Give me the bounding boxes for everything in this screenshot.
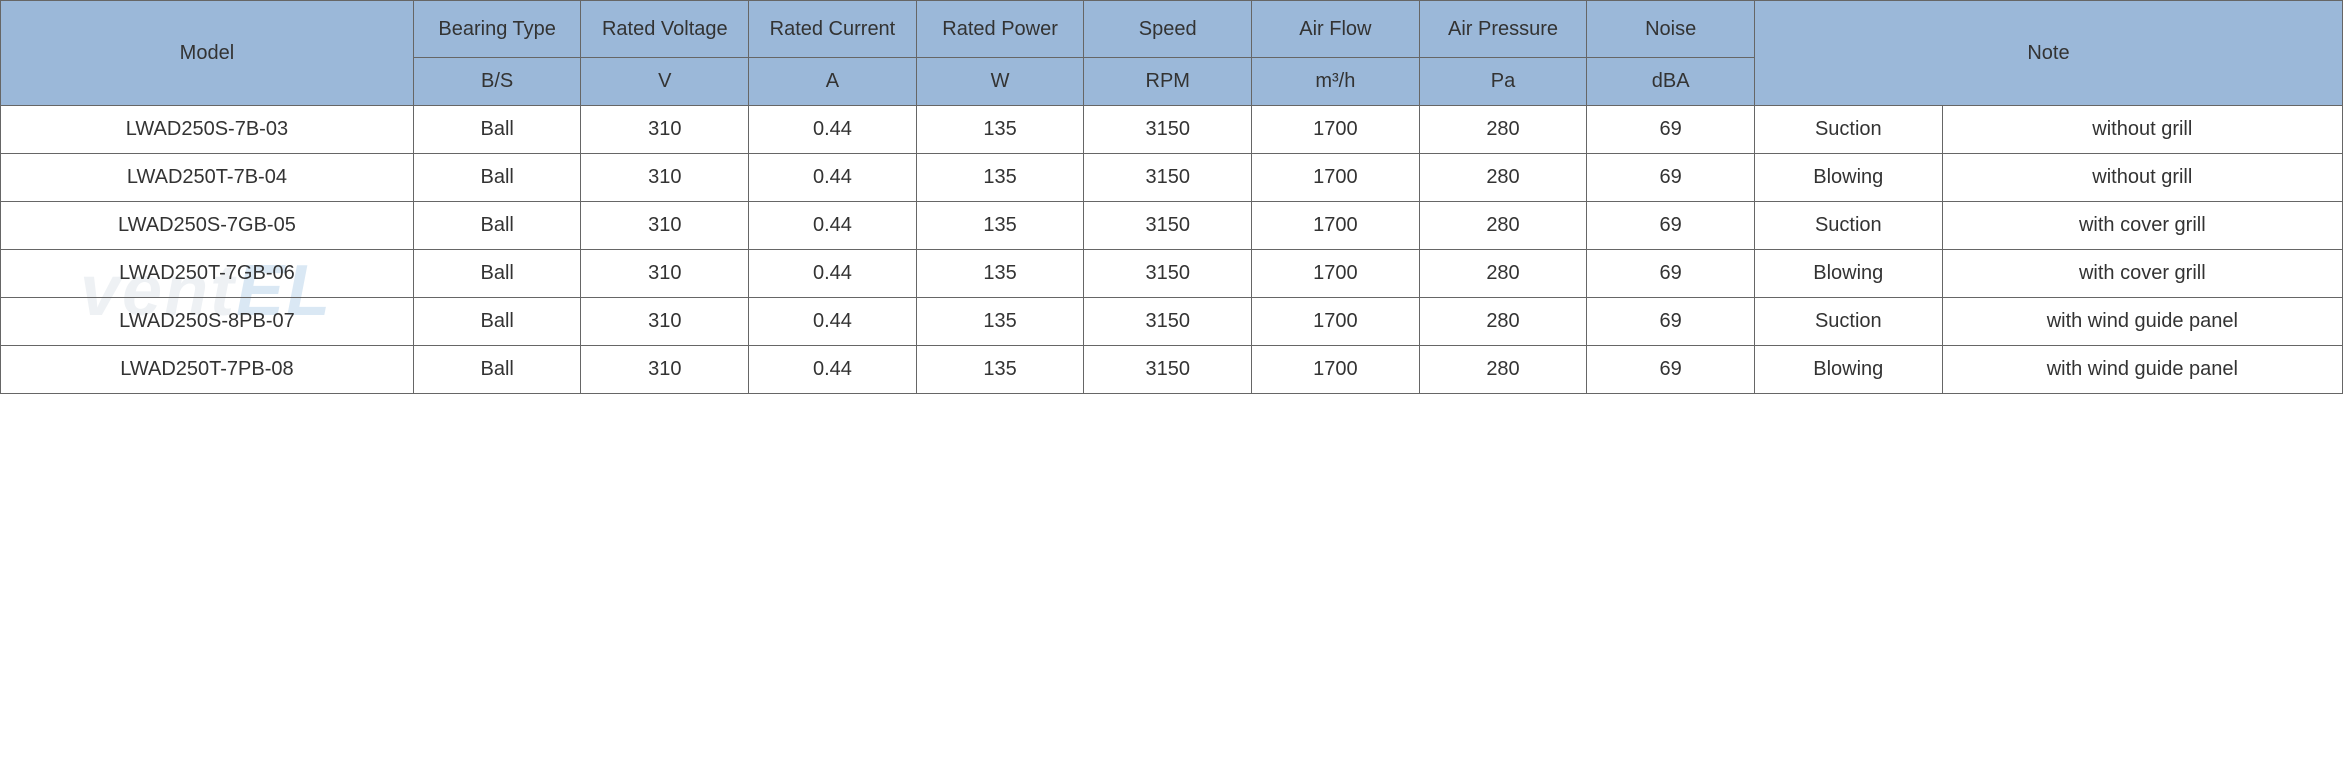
cell-pressure: 280 [1419, 154, 1587, 202]
cell-noise: 69 [1587, 346, 1755, 394]
header-noise: Noise [1587, 1, 1755, 58]
table-row: LWAD250S-7B-03 Ball 310 0.44 135 3150 17… [1, 106, 2343, 154]
cell-power: 135 [916, 298, 1084, 346]
cell-noise: 69 [1587, 250, 1755, 298]
cell-note2: with cover grill [1942, 250, 2342, 298]
unit-speed: RPM [1084, 58, 1252, 106]
spec-table: Model Bearing Type Rated Voltage Rated C… [0, 0, 2343, 394]
cell-bearing: Ball [413, 202, 581, 250]
cell-speed: 3150 [1084, 298, 1252, 346]
cell-power: 135 [916, 202, 1084, 250]
cell-voltage: 310 [581, 202, 749, 250]
cell-speed: 3150 [1084, 154, 1252, 202]
table-body: LWAD250S-7B-03 Ball 310 0.44 135 3150 17… [1, 106, 2343, 394]
cell-note1: Blowing [1754, 154, 1942, 202]
unit-airflow: m³/h [1252, 58, 1420, 106]
table-row: LWAD250T-7GB-06 Ball 310 0.44 135 3150 1… [1, 250, 2343, 298]
cell-power: 135 [916, 346, 1084, 394]
cell-model: LWAD250S-7GB-05 [1, 202, 414, 250]
cell-model: LWAD250T-7PB-08 [1, 346, 414, 394]
cell-noise: 69 [1587, 106, 1755, 154]
table-row: LWAD250T-7PB-08 Ball 310 0.44 135 3150 1… [1, 346, 2343, 394]
cell-current: 0.44 [749, 106, 917, 154]
cell-bearing: Ball [413, 154, 581, 202]
cell-power: 135 [916, 250, 1084, 298]
cell-speed: 3150 [1084, 106, 1252, 154]
cell-note2: without grill [1942, 106, 2342, 154]
cell-noise: 69 [1587, 154, 1755, 202]
cell-pressure: 280 [1419, 202, 1587, 250]
header-speed: Speed [1084, 1, 1252, 58]
cell-bearing: Ball [413, 106, 581, 154]
cell-voltage: 310 [581, 250, 749, 298]
cell-power: 135 [916, 154, 1084, 202]
cell-current: 0.44 [749, 154, 917, 202]
unit-noise: dBA [1587, 58, 1755, 106]
cell-model: LWAD250S-8PB-07 [1, 298, 414, 346]
cell-airflow: 1700 [1252, 106, 1420, 154]
cell-current: 0.44 [749, 250, 917, 298]
cell-pressure: 280 [1419, 106, 1587, 154]
unit-power: W [916, 58, 1084, 106]
cell-power: 135 [916, 106, 1084, 154]
table-row: LWAD250S-8PB-07 Ball 310 0.44 135 3150 1… [1, 298, 2343, 346]
cell-noise: 69 [1587, 298, 1755, 346]
cell-voltage: 310 [581, 154, 749, 202]
cell-bearing: Ball [413, 346, 581, 394]
cell-voltage: 310 [581, 106, 749, 154]
header-note: Note [1754, 1, 2342, 106]
cell-airflow: 1700 [1252, 346, 1420, 394]
cell-noise: 69 [1587, 202, 1755, 250]
cell-current: 0.44 [749, 346, 917, 394]
cell-note1: Blowing [1754, 250, 1942, 298]
cell-model: LWAD250T-7B-04 [1, 154, 414, 202]
cell-note2: without grill [1942, 154, 2342, 202]
cell-airflow: 1700 [1252, 298, 1420, 346]
cell-current: 0.44 [749, 298, 917, 346]
header-power: Rated Power [916, 1, 1084, 58]
table-row: LWAD250T-7B-04 Ball 310 0.44 135 3150 17… [1, 154, 2343, 202]
cell-speed: 3150 [1084, 202, 1252, 250]
cell-note1: Suction [1754, 202, 1942, 250]
header-current: Rated Current [749, 1, 917, 58]
header-pressure: Air Pressure [1419, 1, 1587, 58]
header-row-1: Model Bearing Type Rated Voltage Rated C… [1, 1, 2343, 58]
cell-voltage: 310 [581, 298, 749, 346]
cell-note2: with wind guide panel [1942, 346, 2342, 394]
cell-note1: Suction [1754, 298, 1942, 346]
unit-voltage: V [581, 58, 749, 106]
cell-current: 0.44 [749, 202, 917, 250]
header-bearing: Bearing Type [413, 1, 581, 58]
cell-airflow: 1700 [1252, 202, 1420, 250]
header-voltage: Rated Voltage [581, 1, 749, 58]
cell-pressure: 280 [1419, 298, 1587, 346]
cell-voltage: 310 [581, 346, 749, 394]
header-model: Model [1, 1, 414, 106]
table-row: LWAD250S-7GB-05 Ball 310 0.44 135 3150 1… [1, 202, 2343, 250]
cell-model: LWAD250S-7B-03 [1, 106, 414, 154]
cell-speed: 3150 [1084, 346, 1252, 394]
header-airflow: Air Flow [1252, 1, 1420, 58]
unit-pressure: Pa [1419, 58, 1587, 106]
cell-note1: Blowing [1754, 346, 1942, 394]
cell-note2: with cover grill [1942, 202, 2342, 250]
cell-airflow: 1700 [1252, 250, 1420, 298]
cell-pressure: 280 [1419, 250, 1587, 298]
cell-note2: with wind guide panel [1942, 298, 2342, 346]
cell-bearing: Ball [413, 250, 581, 298]
unit-current: A [749, 58, 917, 106]
cell-note1: Suction [1754, 106, 1942, 154]
cell-airflow: 1700 [1252, 154, 1420, 202]
cell-bearing: Ball [413, 298, 581, 346]
cell-model: LWAD250T-7GB-06 [1, 250, 414, 298]
unit-bearing: B/S [413, 58, 581, 106]
cell-pressure: 280 [1419, 346, 1587, 394]
cell-speed: 3150 [1084, 250, 1252, 298]
